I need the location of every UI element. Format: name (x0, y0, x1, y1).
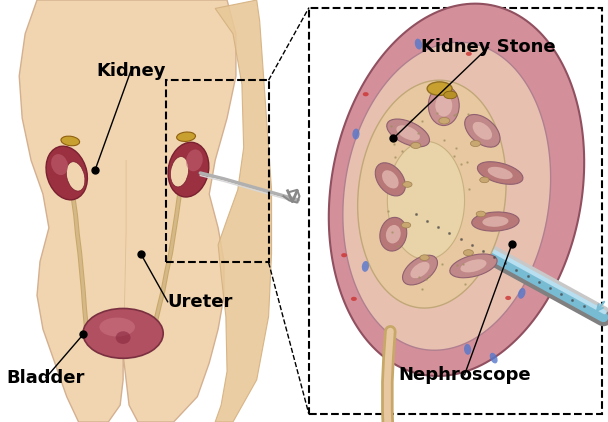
Ellipse shape (476, 211, 486, 217)
Text: Bladder: Bladder (7, 369, 85, 387)
Ellipse shape (518, 288, 525, 299)
Ellipse shape (472, 122, 492, 140)
Text: Ureter: Ureter (168, 293, 233, 311)
Ellipse shape (505, 296, 511, 300)
Ellipse shape (116, 331, 131, 344)
Ellipse shape (460, 259, 486, 273)
Ellipse shape (61, 136, 80, 146)
Bar (309, 8, 603, 414)
Ellipse shape (480, 177, 489, 183)
Ellipse shape (435, 95, 452, 116)
Ellipse shape (464, 344, 471, 355)
Ellipse shape (396, 125, 420, 141)
Ellipse shape (51, 154, 68, 175)
Ellipse shape (351, 297, 357, 301)
Ellipse shape (386, 225, 401, 243)
Ellipse shape (444, 91, 457, 99)
Ellipse shape (402, 181, 412, 187)
Ellipse shape (341, 253, 347, 257)
Ellipse shape (466, 52, 472, 56)
Ellipse shape (362, 261, 369, 272)
Text: Kidney: Kidney (96, 62, 165, 80)
Polygon shape (329, 4, 584, 376)
Ellipse shape (465, 114, 500, 147)
Ellipse shape (477, 162, 523, 184)
Ellipse shape (488, 167, 513, 179)
Ellipse shape (428, 85, 459, 126)
Text: Nephroscope: Nephroscope (398, 366, 531, 384)
Ellipse shape (410, 262, 430, 278)
Ellipse shape (471, 141, 480, 146)
Ellipse shape (420, 255, 429, 260)
Ellipse shape (411, 142, 421, 149)
Polygon shape (215, 0, 272, 422)
Polygon shape (387, 141, 465, 260)
Ellipse shape (382, 170, 399, 189)
Ellipse shape (463, 250, 474, 256)
Text: Kidney Stone: Kidney Stone (421, 38, 556, 56)
Ellipse shape (46, 146, 88, 200)
Ellipse shape (186, 149, 202, 171)
Ellipse shape (363, 92, 368, 96)
Ellipse shape (415, 39, 422, 49)
Polygon shape (343, 42, 551, 350)
Ellipse shape (375, 163, 406, 196)
Ellipse shape (83, 308, 163, 358)
Ellipse shape (380, 217, 407, 251)
Bar (167, 80, 269, 262)
Ellipse shape (490, 353, 497, 363)
Ellipse shape (168, 142, 209, 197)
Ellipse shape (170, 157, 188, 187)
Ellipse shape (482, 216, 508, 227)
Ellipse shape (401, 222, 411, 228)
Ellipse shape (387, 119, 429, 147)
Ellipse shape (439, 117, 450, 124)
Ellipse shape (177, 132, 196, 141)
Ellipse shape (353, 129, 359, 140)
Polygon shape (358, 80, 506, 308)
Ellipse shape (450, 254, 497, 278)
Polygon shape (19, 0, 236, 422)
Ellipse shape (99, 317, 135, 337)
Ellipse shape (402, 255, 438, 285)
Ellipse shape (427, 82, 452, 95)
Ellipse shape (472, 212, 519, 231)
Ellipse shape (66, 162, 85, 191)
